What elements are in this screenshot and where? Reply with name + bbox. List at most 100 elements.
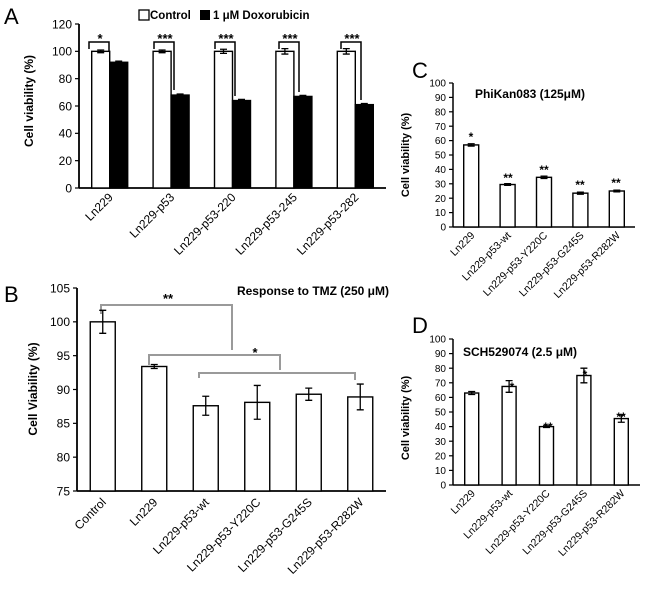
error-bar <box>505 379 513 393</box>
x-tick-label-ln229-p53: Ln229-p53 <box>127 190 178 241</box>
y-tick-label: 100 <box>50 315 70 329</box>
error-bar <box>540 175 548 180</box>
y-tick-label: 100 <box>52 45 72 59</box>
error-bar <box>238 98 245 103</box>
y-tick-label: 0 <box>440 223 446 234</box>
y-tick-label: 80 <box>435 107 447 118</box>
bar-ln229-p53-g245s <box>572 192 589 228</box>
y-tick-label: 80 <box>57 450 71 464</box>
y-tick-label: 0 <box>65 181 72 195</box>
legend-swatch-doxorubicin <box>200 10 210 20</box>
y-tick-label: 105 <box>50 281 70 295</box>
y-tick-label: 90 <box>435 349 447 360</box>
y-tick-label: 50 <box>435 408 447 419</box>
y-tick-label: 70 <box>435 122 447 133</box>
y-tick-label: 85 <box>57 417 71 431</box>
bar-control-ln229-p53 <box>152 50 172 189</box>
x-tick-label-ln229: Ln229 <box>449 488 478 517</box>
y-tick-label: 20 <box>435 194 447 205</box>
error-bar <box>467 143 475 147</box>
sig-a-1: *** <box>157 31 173 46</box>
y-tick-label: 20 <box>435 451 447 462</box>
error-bar <box>150 363 158 370</box>
bar-ln229-p53-r282w <box>608 190 625 228</box>
ylabel-d: Cell viability (%) <box>400 375 412 460</box>
y-tick-label: 90 <box>57 383 71 397</box>
bar-ln229-p53-wt <box>192 405 219 492</box>
y-tick-label: 80 <box>59 72 73 86</box>
y-tick-label: 100 <box>429 335 446 346</box>
error-bar <box>220 48 227 55</box>
plot-c: 0102030405060708090100Ln229Ln229-p53-wtL… <box>429 79 635 301</box>
y-tick-label: 60 <box>435 393 447 404</box>
x-tick-label-ln229-p53-r282w: Ln229-p53-R282W <box>556 488 627 559</box>
error-bar <box>305 387 313 401</box>
error-bar <box>576 191 584 195</box>
y-tick-label: 40 <box>435 165 447 176</box>
bracket-b-mutants <box>198 372 356 380</box>
sig-c-4: ** <box>611 176 621 190</box>
x-tick-label-ln229-p53-r282w: Ln229-p53-R282W <box>552 230 623 301</box>
panel-letter-b: B <box>4 282 19 307</box>
sig-b-0: ** <box>163 291 174 306</box>
error-bar <box>281 47 289 55</box>
error-bar <box>115 60 123 65</box>
bar-ln229 <box>141 365 168 492</box>
bar-1-m-doxorubicin-ln229-p53-220 <box>231 99 252 189</box>
title-d: SCH529074 (2.5 μM) <box>463 345 577 359</box>
y-tick-label: 80 <box>435 364 447 375</box>
brackets-b <box>100 304 356 380</box>
x-tick-label-ln229-p53-g245s: Ln229-p53-G245S <box>517 230 587 300</box>
error-bar <box>543 425 550 429</box>
panel-letter-d: D <box>412 313 428 338</box>
error-bar <box>468 390 476 396</box>
bar-ln229-p53-g245s <box>295 393 322 492</box>
legend-label-doxorubicin: 1 μM Doxorubicin <box>213 10 310 22</box>
error-bar <box>97 49 105 54</box>
title-b: Response to TMZ (250 μM) <box>237 284 389 298</box>
x-tick-label-ln229: Ln229 <box>448 230 477 259</box>
ylabel-b: Cell Viability (%) <box>26 342 40 435</box>
bracket-a-3 <box>278 41 300 92</box>
bracket-b-ln229 <box>148 354 281 370</box>
error-bar <box>617 414 625 423</box>
y-tick-label: 10 <box>435 466 447 477</box>
bar-ln229-p53-r282w <box>347 396 374 492</box>
brackets-a <box>88 41 362 100</box>
bracket-a-1 <box>153 41 175 90</box>
ylabel-a: Cell viability (%) <box>22 55 36 147</box>
bar-1-m-doxorubicin-ln229 <box>108 61 129 189</box>
x-tick-label-ln229-p53-282: Ln229-p53-282 <box>294 190 362 258</box>
sig-a-4: *** <box>344 31 360 46</box>
sig-a-3: *** <box>282 31 298 46</box>
x-tick-label-ln229-p53-y220c: Ln229-p53-Y220C <box>481 229 550 298</box>
bar-1-m-doxorubicin-ln229-p53 <box>170 94 190 189</box>
bar-ln229-p53-y220c <box>535 176 553 228</box>
x-tick-label-ln229-p53-220: Ln229-p53-220 <box>171 190 239 258</box>
y-tick-label: 70 <box>435 378 447 389</box>
error-bar <box>504 183 512 187</box>
bar-control-ln229-p53-245 <box>275 50 295 189</box>
error-bar <box>253 384 261 420</box>
bar-1-m-doxorubicin-ln229-p53-245 <box>293 95 313 189</box>
y-tick-label: 75 <box>57 484 71 498</box>
bar-ln229-p53-g245s <box>576 374 592 486</box>
y-tick-label: 20 <box>59 154 73 168</box>
error-bar <box>360 102 368 107</box>
sig-c-0: * <box>469 130 474 144</box>
error-bar <box>99 309 107 334</box>
bar-control-ln229 <box>90 50 111 189</box>
error-bar <box>299 94 307 99</box>
bar-ln229 <box>463 144 480 228</box>
sig-a-0: * <box>97 31 103 46</box>
y-tick-label: 60 <box>435 136 447 147</box>
error-bar <box>158 49 166 54</box>
title-c: PhiKan083 (125μM) <box>475 87 585 101</box>
y-tick-label: 40 <box>435 422 447 433</box>
y-tick-label: 10 <box>435 208 447 219</box>
bracket-b-control <box>100 304 233 350</box>
y-tick-label: 0 <box>440 481 446 492</box>
